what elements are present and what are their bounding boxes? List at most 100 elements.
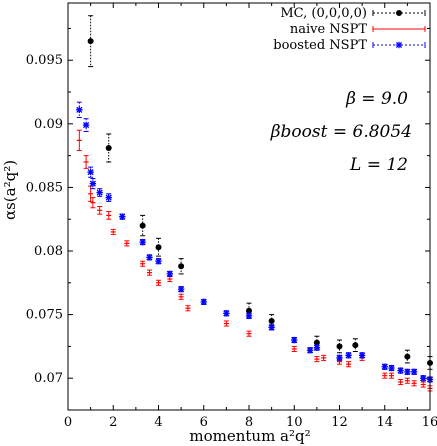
y-tick-label: 0.095 bbox=[26, 53, 63, 68]
data-point-bar bbox=[291, 345, 297, 352]
y-tick-label: 0.08 bbox=[34, 244, 63, 259]
data-point-bar bbox=[156, 279, 161, 286]
data-point-bar bbox=[167, 275, 173, 283]
data-point-star bbox=[89, 178, 97, 190]
marker bbox=[96, 189, 103, 196]
marker bbox=[397, 367, 404, 374]
data-point-circle bbox=[139, 214, 146, 237]
marker bbox=[268, 317, 275, 324]
data-point-bar bbox=[346, 361, 352, 368]
data-point-star bbox=[336, 354, 343, 362]
data-point-star bbox=[105, 193, 112, 202]
legend-sample-circle bbox=[372, 10, 426, 16]
marker bbox=[76, 106, 83, 114]
data-point-star bbox=[146, 254, 153, 261]
x-tick-label: 16 bbox=[422, 415, 437, 430]
data-point-star bbox=[200, 298, 207, 306]
marker bbox=[404, 353, 411, 360]
marker bbox=[336, 343, 343, 350]
marker bbox=[358, 352, 366, 359]
data-point-star bbox=[96, 188, 103, 197]
data-point-star bbox=[177, 285, 185, 293]
data-point-bar bbox=[382, 372, 388, 379]
marker bbox=[313, 344, 321, 351]
y-tick-label: 0.09 bbox=[34, 117, 63, 132]
data-point-bar bbox=[404, 377, 410, 384]
data-point-star bbox=[381, 363, 388, 370]
marker bbox=[87, 168, 94, 176]
tick-marks bbox=[67, 3, 431, 411]
marker bbox=[139, 222, 146, 229]
marker bbox=[291, 336, 298, 344]
legend-marker bbox=[396, 10, 402, 16]
marker bbox=[105, 194, 112, 201]
marker bbox=[155, 244, 162, 251]
data-point-star bbox=[166, 270, 174, 278]
x-tick-label: 14 bbox=[376, 415, 393, 430]
marker bbox=[388, 364, 395, 372]
marker bbox=[404, 368, 411, 376]
data-point-bar bbox=[398, 378, 404, 386]
data-point-bar bbox=[97, 206, 103, 215]
legend-label-naive: naive NSPT bbox=[290, 22, 367, 37]
data-point-bar bbox=[185, 305, 191, 312]
marker bbox=[178, 263, 185, 270]
marker bbox=[245, 312, 253, 320]
x-tick-label: 2 bbox=[109, 415, 117, 430]
marker bbox=[410, 368, 418, 376]
marker bbox=[246, 307, 252, 314]
data-point-bar bbox=[314, 356, 320, 363]
data-point-star bbox=[119, 213, 126, 220]
data-point-bar bbox=[90, 197, 96, 209]
data-point-bar bbox=[76, 129, 82, 152]
data-point-bar bbox=[146, 269, 152, 276]
data-point-bar bbox=[83, 155, 89, 169]
y-axis-label: αs(a²q²) bbox=[1, 160, 19, 220]
marker bbox=[87, 38, 94, 45]
marker bbox=[345, 352, 352, 359]
data-point-circle bbox=[336, 339, 343, 354]
annotation-beta-boost: βboost = 6.8054 bbox=[270, 122, 412, 142]
x-tick-label: 12 bbox=[331, 415, 348, 430]
marker bbox=[177, 285, 185, 293]
y-tick-label: 0.085 bbox=[26, 180, 63, 195]
data-point-star bbox=[410, 368, 418, 376]
data-point-circle bbox=[352, 338, 359, 352]
data-point-star bbox=[358, 352, 366, 359]
data-point-star bbox=[404, 368, 411, 376]
data-point-star bbox=[87, 166, 94, 178]
marker bbox=[306, 347, 314, 354]
data-point-star bbox=[268, 324, 275, 331]
tick-labels: 0 2 4 6 8 10 12 14 16 0.07 0.075 0.08 0.085 0.09 0.095 bbox=[26, 53, 437, 430]
data-point-bar bbox=[178, 293, 184, 300]
plot-frame bbox=[67, 2, 431, 411]
data-point-circle bbox=[87, 15, 94, 68]
marker bbox=[105, 144, 112, 151]
data-point-star bbox=[82, 118, 90, 132]
annotation-L: L = 12 bbox=[349, 155, 408, 175]
data-point-circle bbox=[178, 258, 185, 275]
marker bbox=[139, 238, 146, 246]
data-point-circle bbox=[105, 133, 112, 163]
marker bbox=[200, 298, 207, 306]
legend-sample-star bbox=[372, 41, 426, 49]
marker bbox=[352, 342, 359, 349]
x-tick-label: 4 bbox=[154, 415, 162, 430]
marker bbox=[119, 213, 126, 220]
data-point-bar bbox=[411, 380, 417, 387]
marker bbox=[223, 310, 230, 317]
marker bbox=[381, 363, 388, 370]
legend-label-boosted: boosted NSPT bbox=[273, 38, 367, 53]
marker bbox=[336, 354, 343, 362]
data-point-bar bbox=[124, 240, 130, 247]
x-tick-label: 6 bbox=[200, 415, 208, 430]
x-axis-label: momentum a²q² bbox=[189, 427, 310, 445]
x-tick-label: 0 bbox=[64, 415, 72, 430]
data-point-star bbox=[223, 310, 230, 317]
data-point-star bbox=[313, 344, 321, 351]
x-tick-label: 10 bbox=[286, 415, 303, 430]
data-point-star bbox=[245, 312, 253, 320]
marker bbox=[313, 339, 320, 346]
data-points bbox=[76, 15, 434, 392]
